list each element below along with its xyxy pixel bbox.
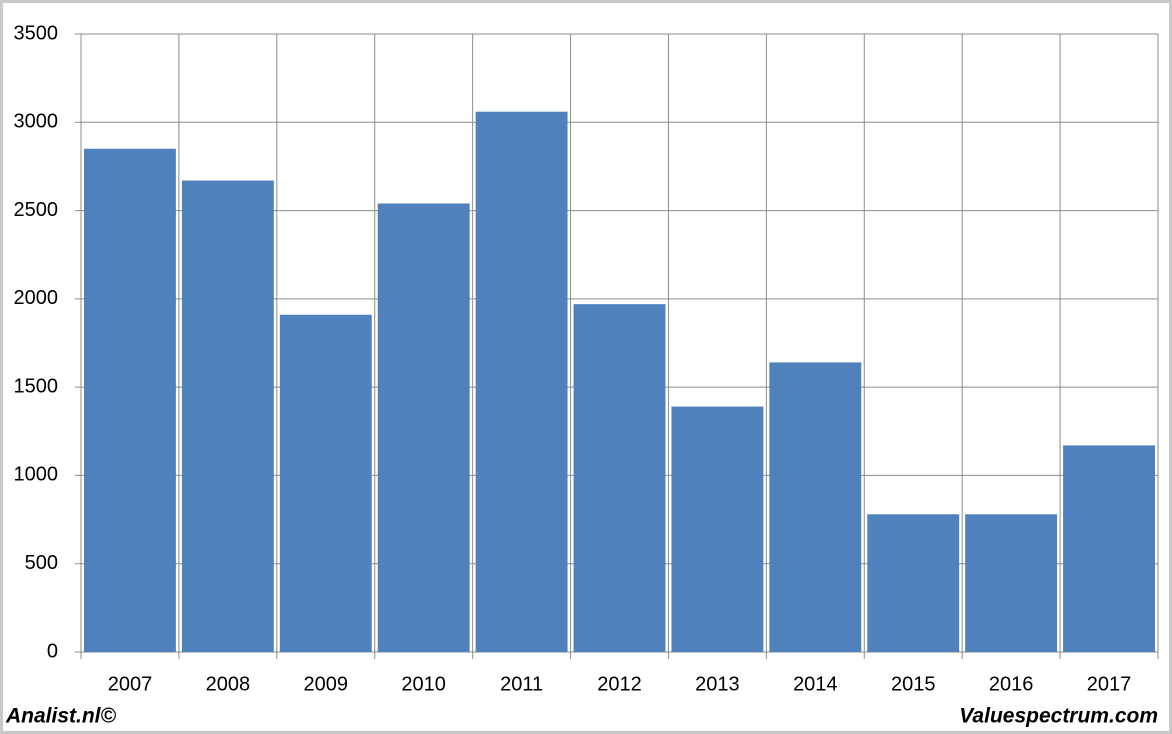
bar: [573, 304, 666, 652]
bar: [867, 514, 960, 652]
x-tick-label: 2017: [1087, 673, 1132, 695]
x-tick-label: 2007: [108, 673, 153, 695]
x-tick-label: 2009: [304, 673, 349, 695]
bar: [377, 203, 470, 652]
bar: [279, 314, 372, 652]
x-tick-label: 2011: [500, 673, 543, 695]
bar: [769, 362, 862, 652]
source-left: Analist.nl©: [5, 705, 117, 728]
y-tick-label: 500: [25, 552, 58, 574]
source-right: Valuespectrum.com: [959, 705, 1158, 728]
y-tick-label: 3500: [14, 22, 59, 44]
x-tick-label: 2012: [597, 673, 642, 695]
y-tick-label: 1000: [14, 464, 59, 486]
bar: [475, 111, 568, 653]
x-tick-label: 2014: [793, 673, 838, 695]
bar: [181, 180, 274, 652]
bar: [965, 514, 1058, 652]
x-tick-label: 2015: [891, 673, 936, 695]
y-tick-label: 2500: [14, 199, 59, 221]
bar: [671, 406, 764, 652]
x-tick-label: 2016: [989, 673, 1034, 695]
y-tick-label: 0: [47, 640, 58, 662]
bar: [1063, 445, 1155, 652]
x-tick-label: 2008: [206, 673, 251, 695]
y-tick-label: 1500: [14, 375, 59, 397]
y-tick-label: 3000: [14, 111, 59, 133]
bar: [84, 148, 176, 652]
x-tick-label: 2013: [695, 673, 740, 695]
x-tick-label: 2010: [401, 673, 446, 695]
y-tick-label: 2000: [14, 287, 59, 309]
